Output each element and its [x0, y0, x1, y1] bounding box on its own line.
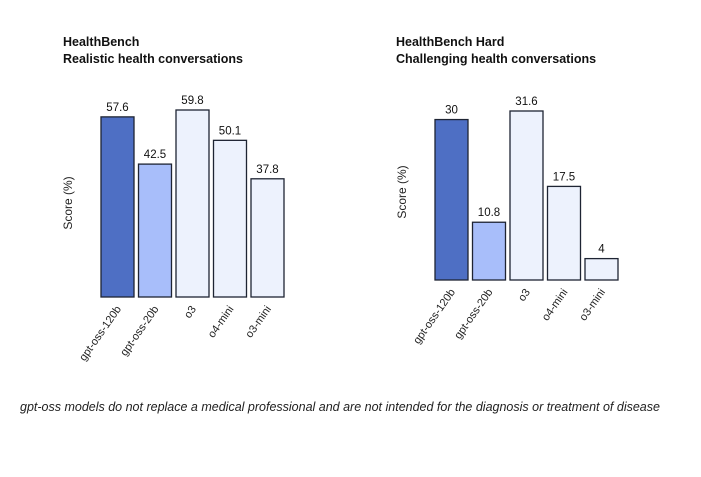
bar-o3: [175, 109, 210, 298]
bar-o4-mini: [546, 185, 582, 281]
x-tick-label-o3-mini: o3-mini: [577, 287, 608, 323]
bar-gpt-oss-20b: [137, 163, 173, 298]
y-axis-label: Score (%): [61, 176, 75, 229]
data-label-o3-mini: 4: [598, 244, 605, 256]
chart-subtitle: Challenging health conversations: [396, 52, 597, 66]
data-label-gpt-oss-120b: 57.6: [106, 102, 128, 114]
data-label-gpt-oss-20b: 42.5: [144, 149, 166, 161]
bar-o4-mini: [212, 139, 248, 298]
bar-o3-mini: [584, 257, 619, 281]
bar-gpt-oss-20b: [471, 221, 507, 281]
x-tick-label-o3: o3: [516, 287, 533, 304]
data-label-o3: 59.8: [181, 95, 203, 107]
data-label-o4-mini: 17.5: [553, 171, 575, 183]
data-label-o3: 31.6: [515, 96, 537, 108]
x-tick-label-gpt-oss-120b: gpt-oss-120b: [411, 287, 458, 346]
x-tick-label-gpt-oss-20b: gpt-oss-20b: [452, 287, 495, 341]
chart-title: HealthBench Hard: [396, 35, 505, 49]
chart-title: HealthBench: [63, 35, 140, 49]
x-tick-label-o3: o3: [182, 304, 199, 321]
healthbench-title-block: HealthBench Realistic health conversatio…: [63, 34, 243, 68]
data-label-gpt-oss-120b: 30: [445, 105, 458, 117]
data-label-o3-mini: 37.8: [256, 164, 278, 176]
bar-gpt-oss-120b: [434, 118, 469, 281]
bar-o3-mini: [250, 178, 285, 298]
bar-o3: [509, 110, 544, 281]
y-axis-label: Score (%): [395, 165, 409, 218]
chart-subtitle: Realistic health conversations: [63, 52, 243, 66]
disclaimer-caption: gpt-oss models do not replace a medical …: [20, 400, 660, 414]
data-label-gpt-oss-20b: 10.8: [478, 207, 500, 219]
healthbench-hard-title-block: HealthBench Hard Challenging health conv…: [396, 34, 596, 68]
x-tick-label-o4-mini: o4-mini: [540, 287, 571, 323]
bar-gpt-oss-120b: [100, 116, 135, 298]
data-label-o4-mini: 50.1: [219, 125, 241, 137]
